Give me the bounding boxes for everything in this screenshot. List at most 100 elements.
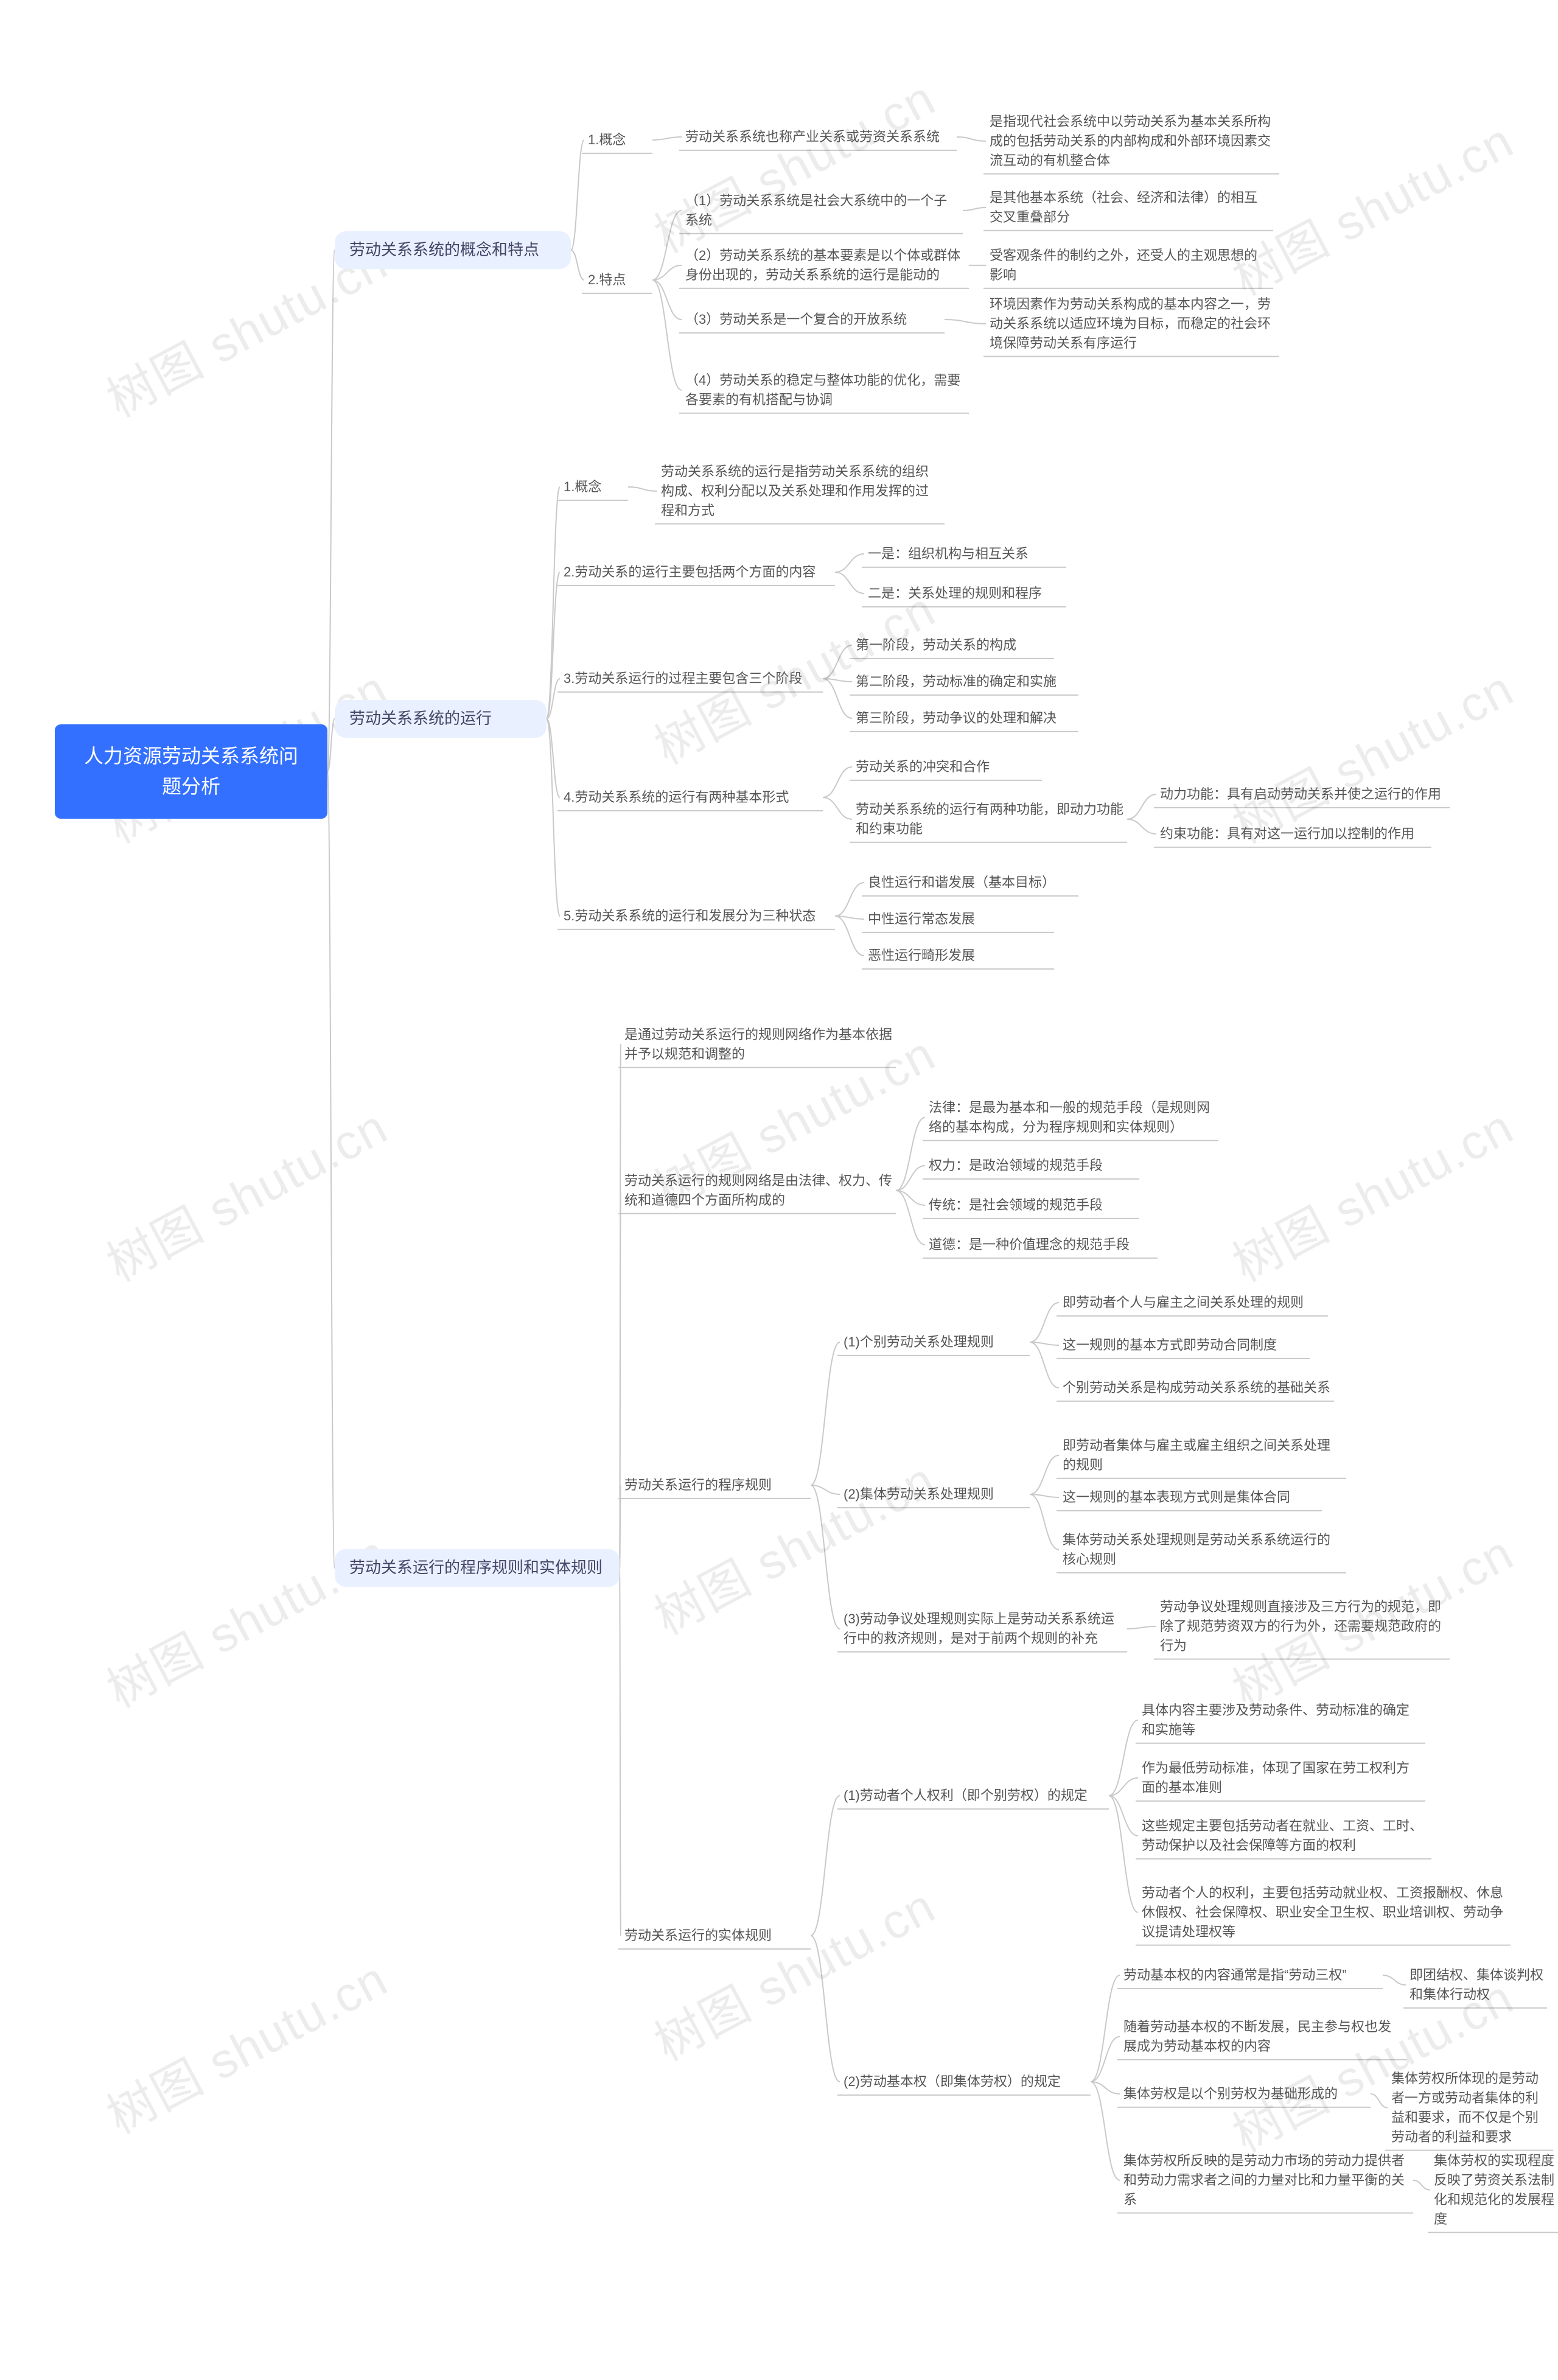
edge: [1091, 2037, 1120, 2082]
edge: [963, 208, 986, 211]
edge: [1127, 794, 1156, 819]
edge: [896, 1191, 925, 1205]
mindmap-node: 是指现代社会系统中以劳动关系为基本关系所构成的包括劳动关系的内部构成和外部环境因…: [986, 110, 1279, 173]
edge: [652, 137, 682, 140]
mindmap-node: 即劳动者个人与雇主之间关系处理的规则: [1059, 1290, 1328, 1315]
mindmap-node: 劳动关系系统的运行: [335, 700, 547, 738]
edge: [652, 280, 682, 320]
mindmap-node: 3.劳动关系运行的过程主要包含三个阶段: [560, 667, 823, 691]
edge: [547, 572, 560, 719]
edge: [652, 265, 682, 280]
edge: [1127, 1626, 1156, 1629]
edge: [1030, 1303, 1059, 1342]
mindmap-node: （1）劳动关系系统是社会大系统中的一个子系统: [682, 189, 963, 233]
mindmap-node: 劳动关系的冲突和合作: [852, 755, 1042, 779]
mindmap-node: 环境因素作为劳动关系构成的基本内容之一，劳动关系系统以适应环境为目标，而稳定的社…: [986, 292, 1279, 355]
edge: [1371, 2094, 1388, 2108]
mindmap-node: 恶性运行畸形发展: [864, 943, 1054, 968]
mindmap-node: 法律：是最为基本和一般的规范手段（是规则网络的基本构成，分为程序规则和实体规则）: [925, 1096, 1218, 1139]
edge: [896, 1118, 925, 1191]
watermark: 树图 shutu.cn: [640, 60, 946, 267]
mindmap-node: 劳动者个人的权利，主要包括劳动就业权、工资报酬权、休息休假权、社会保障权、职业安…: [1138, 1881, 1511, 1944]
mindmap-node: 第二阶段，劳动标准的确定和实施: [852, 670, 1078, 694]
mindmap-node: 是通过劳动关系运行的规则网络作为基本依据并予以规范和调整的: [621, 1023, 896, 1066]
edge: [1109, 1720, 1138, 1796]
edge: [620, 1485, 621, 1568]
mindmap-node: 受客观条件的制约之外，还受人的主观思想的影响: [986, 243, 1273, 287]
edge: [1413, 2180, 1430, 2190]
mindmap-stage: 树图 shutu.cn 树图 shutu.cn 树图 shutu.cn 树图 shut…: [0, 0, 1558, 2380]
mindmap-node: 劳动关系运行的实体规则: [621, 1923, 811, 1948]
edge: [571, 140, 584, 250]
mindmap-node: 第三阶段，劳动争议的处理和解决: [852, 706, 1078, 730]
watermark: 树图 shutu.cn: [640, 1867, 946, 2074]
mindmap-node: (3)劳动争议处理规则实际上是劳动关系系统运行中的救济规则，是对于前两个规则的补…: [840, 1607, 1127, 1651]
watermark: 树图 shutu.cn: [93, 1941, 398, 2147]
edge: [1127, 819, 1156, 834]
mindmap-node: 传统：是社会领域的规范手段: [925, 1193, 1139, 1217]
mindmap-node: 劳动关系系统的概念和特点: [335, 231, 571, 269]
edge: [835, 572, 864, 593]
edge: [896, 1166, 925, 1191]
mindmap-node: 第一阶段，劳动关系的构成: [852, 633, 1054, 657]
mindmap-node: 权力：是政治领域的规范手段: [925, 1153, 1139, 1178]
edge: [945, 320, 986, 324]
edge: [823, 679, 852, 718]
mindmap-node: 2.劳动关系的运行主要包括两个方面的内容: [560, 560, 835, 584]
edge: [1030, 1494, 1059, 1550]
mindmap-node: （2）劳动关系系统的基本要素是以个体或群体身份出现的，劳动关系系统的运行是能动的: [682, 243, 969, 287]
mindmap-node: 集体劳权的实现程度反映了劳资关系法制化和规范化的发展程度: [1430, 2149, 1558, 2231]
mindmap-node: 即劳动者集体与雇主或雇主组织之间关系处理的规则: [1059, 1433, 1346, 1477]
edge: [811, 1796, 840, 1936]
edge: [1030, 1342, 1059, 1388]
edge: [1109, 1796, 1138, 1836]
mindmap-node: 人力资源劳动关系系统问题分析: [55, 724, 327, 819]
mindmap-node: 劳动关系运行的规则网络是由法律、权力、传统和道德四个方面所构成的: [621, 1169, 896, 1213]
edge: [835, 554, 864, 572]
edge: [823, 679, 852, 682]
mindmap-node: 1.概念: [560, 475, 628, 499]
edge: [547, 719, 560, 797]
mindmap-node: 这一规则的基本方式即劳动合同制度: [1059, 1333, 1310, 1357]
mindmap-node: 即团结权、集体谈判权和集体行动权: [1406, 1963, 1547, 2007]
mindmap-node: 劳动关系运行的程序规则: [621, 1473, 811, 1497]
edge: [571, 250, 584, 280]
edge: [327, 250, 335, 772]
mindmap-node: (2)集体劳动关系处理规则: [840, 1482, 1030, 1507]
edge: [823, 645, 852, 679]
edge: [957, 137, 986, 141]
mindmap-node: 这一规则的基本表现方式则是集体合同: [1059, 1485, 1322, 1510]
mindmap-node: 个别劳动关系是构成劳动关系系统的基础关系: [1059, 1376, 1334, 1400]
mindmap-node: 动力功能：具有启动劳动关系并使之运行的作用: [1156, 782, 1450, 807]
mindmap-node: 是其他基本系统（社会、经济和法律）的相互交叉重叠部分: [986, 186, 1273, 229]
mindmap-node: 2.特点: [584, 268, 652, 292]
edge: [547, 719, 560, 916]
edge: [1091, 2082, 1120, 2094]
mindmap-node: 具体内容主要涉及劳动条件、劳动标准的确定和实施等: [1138, 1698, 1425, 1742]
mindmap-node: 5.劳动关系系统的运行和发展分为三种状态: [560, 904, 835, 928]
mindmap-node: 劳动基本权的内容通常是指“劳动三权”: [1120, 1963, 1383, 1987]
edge: [811, 1936, 840, 2082]
edge: [896, 1191, 925, 1245]
watermark: 树图 shutu.cn: [93, 1514, 398, 1721]
mindmap-node: 随着劳动基本权的不断发展，民主参与权也发展成为劳动基本权的内容: [1120, 2015, 1407, 2059]
edge: [1030, 1455, 1059, 1494]
mindmap-node: (2)劳动基本权（即集体劳权）的规定: [840, 2070, 1091, 2094]
edge: [823, 767, 852, 797]
mindmap-node: （3）劳动关系是一个复合的开放系统: [682, 307, 945, 332]
edge: [652, 280, 682, 390]
edge: [1383, 1975, 1406, 1985]
watermark: 树图 shutu.cn: [1218, 1088, 1524, 1295]
edge: [628, 487, 657, 491]
mindmap-node: 良性运行和谐发展（基本目标）: [864, 870, 1078, 895]
edge: [1030, 1342, 1059, 1345]
edge: [1030, 1494, 1059, 1497]
mindmap-node: 1.概念: [584, 128, 652, 152]
mindmap-node: 中性运行常态发展: [864, 907, 1054, 931]
mindmap-node: 道德：是一种价值理念的规范手段: [925, 1233, 1158, 1257]
watermark: 树图 shutu.cn: [93, 1088, 398, 1295]
mindmap-node: (1)劳动者个人权利（即个别劳权）的规定: [840, 1783, 1109, 1808]
edge: [1091, 1975, 1120, 2082]
edge: [835, 916, 864, 919]
mindmap-node: 4.劳动关系系统的运行有两种基本形式: [560, 785, 823, 810]
